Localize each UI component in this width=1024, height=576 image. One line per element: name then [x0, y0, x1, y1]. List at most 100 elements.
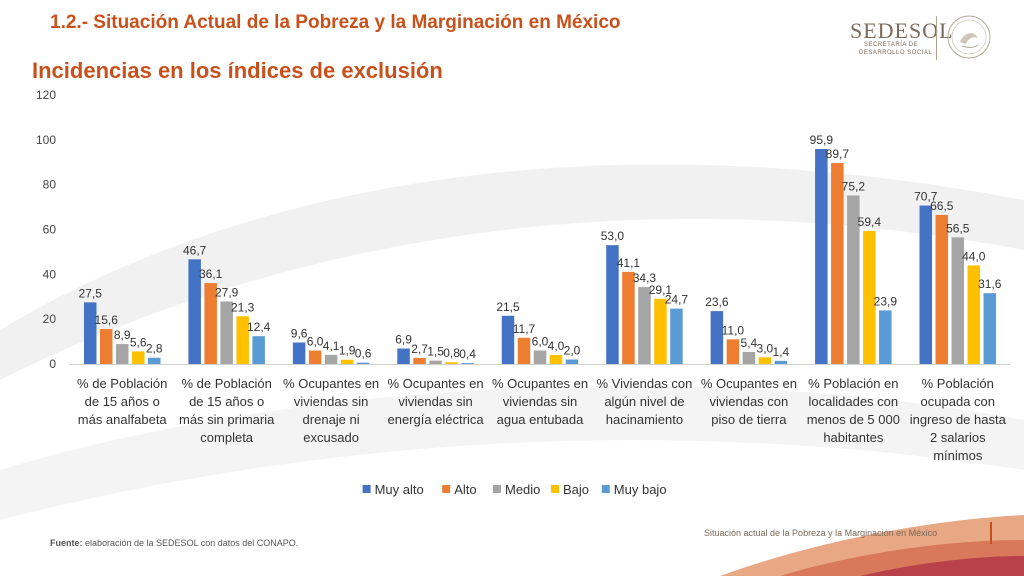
data-label: 59,4 [858, 215, 882, 229]
data-label: 3,0 [757, 341, 774, 355]
category-label: hacinamiento [606, 412, 683, 427]
y-tick-label: 20 [43, 312, 57, 326]
sedesol-logo: SEDESOL SECRETARÍA DE DESARROLLO SOCIAL [840, 14, 1000, 62]
data-label: 21,3 [231, 300, 255, 314]
data-label: 0,6 [355, 347, 372, 361]
data-label: 4,1 [323, 339, 340, 353]
bar [413, 357, 426, 364]
bar [501, 315, 515, 364]
bar [236, 316, 249, 364]
data-label: 2,7 [411, 342, 428, 356]
data-label: 21,5 [496, 300, 520, 314]
legend-swatch [493, 485, 501, 493]
bar [204, 283, 217, 364]
category-label: ingreso de hasta [910, 412, 1007, 427]
category-label: % Viviendas con [597, 376, 693, 391]
category-label: viviendas sin [503, 394, 577, 409]
y-tick-label: 40 [43, 267, 57, 281]
data-label: 27,9 [215, 285, 239, 299]
category-label: habitantes [823, 430, 883, 445]
category-label: 2 salarios [930, 430, 986, 445]
legend-swatch [551, 485, 559, 493]
bar [99, 329, 113, 364]
legend-swatch [362, 485, 371, 493]
data-label: 1,5 [427, 345, 444, 359]
bar [83, 302, 97, 364]
bar [638, 287, 651, 364]
exclusion-index-bar-chart: 0 20 40 60 80 100 120 27,5 15,68,95,6 2,8 % de Pob… [36, 88, 1010, 497]
category-label: viviendas sin [294, 394, 368, 409]
footer-source-text: elaboración de la SEDESOL con datos del … [82, 538, 299, 548]
category-label: excusado [303, 430, 359, 445]
data-label: 15,6 [95, 313, 119, 327]
category-label: drenaje ni [303, 412, 360, 427]
section-title: 1.2.- Situación Actual de la Pobreza y l… [50, 12, 621, 33]
data-label: 27,5 [79, 286, 103, 300]
logo-wordmark: SEDESOL [850, 18, 954, 43]
footer-presentation-title: Situación actual de la Pobreza y la Marg… [704, 528, 938, 538]
bar [863, 230, 876, 364]
legend-label: Alto [454, 482, 476, 497]
category-label: % Ocupantes en [701, 376, 797, 391]
data-label: 23,9 [874, 294, 898, 308]
category-label: % Ocupantes en [387, 376, 483, 391]
bar [983, 293, 997, 364]
footer-source: Fuente: elaboración de la SEDESOL con da… [50, 538, 298, 548]
bar [188, 259, 201, 364]
bar [919, 205, 933, 364]
category-label: menos de 5 000 [807, 412, 900, 427]
category-label: completa [200, 430, 254, 445]
data-label: 2,0 [564, 344, 581, 358]
category-label: agua entubada [497, 412, 585, 427]
bar [324, 354, 338, 364]
category-label: viviendas con [709, 394, 788, 409]
footer-accent-bar [990, 522, 992, 544]
bar [356, 362, 370, 364]
y-tick-label: 0 [49, 357, 56, 371]
data-label: 75,2 [842, 179, 866, 193]
bar [115, 344, 129, 364]
bar [815, 149, 828, 364]
logo-subtitle-1: SECRETARÍA DE [864, 42, 919, 48]
data-label: 41,1 [617, 256, 641, 270]
bar [847, 195, 860, 364]
bar [461, 363, 474, 364]
bar [935, 214, 949, 364]
category-label: piso de tierra [711, 412, 787, 427]
category-label: localidades con [809, 394, 899, 409]
data-label: 9,6 [291, 326, 308, 340]
bar [252, 336, 265, 364]
data-label: 56,5 [946, 221, 970, 235]
slide-title: Incidencias en los índices de exclusión [32, 58, 443, 83]
legend-label: Muy alto [375, 482, 424, 497]
bar [565, 359, 579, 364]
bar [654, 298, 667, 364]
data-label: 44,0 [962, 249, 986, 263]
y-tick-label: 100 [36, 133, 56, 147]
data-label: 12,4 [247, 320, 271, 334]
category-label: % Ocupantes en [492, 376, 588, 391]
bar [429, 360, 442, 364]
logo-divider [936, 16, 937, 60]
bar [549, 355, 563, 364]
legend-label: Medio [505, 482, 540, 497]
data-label: 1,4 [773, 345, 790, 359]
data-label: 2,8 [146, 342, 163, 356]
bar [533, 350, 547, 364]
data-label: 6,9 [395, 333, 412, 347]
bar [774, 360, 788, 364]
category-label: de 15 años o [189, 394, 264, 409]
bar [445, 362, 458, 364]
category-label: % de Población [77, 376, 167, 391]
data-label: 53,0 [601, 229, 625, 243]
category-label: más sin primaria [179, 412, 275, 427]
category-label: viviendas sin [398, 394, 472, 409]
data-label: 29,1 [649, 283, 673, 297]
category-label: % de Población [181, 376, 271, 391]
category-label: más analfabeta [78, 412, 168, 427]
logo-subtitle-2: DESARROLLO SOCIAL [859, 50, 933, 56]
bar [340, 359, 354, 364]
data-label: 11,0 [722, 323, 745, 337]
category-label: % Población en [808, 376, 898, 391]
